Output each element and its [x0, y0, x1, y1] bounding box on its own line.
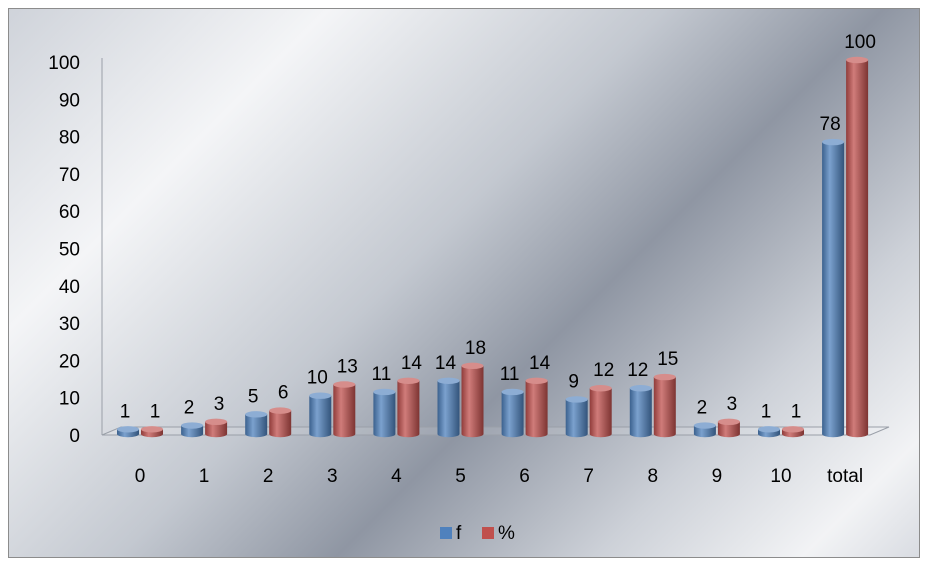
y-tick-label: 0: [69, 426, 80, 447]
bar-f-total: [822, 138, 845, 438]
y-tick-label: 40: [59, 277, 80, 298]
legend-label: f: [456, 523, 462, 544]
legend-swatch: [440, 527, 452, 539]
bar-pct-4: [397, 377, 420, 438]
x-tick-label: 0: [135, 466, 146, 487]
bar-pct-6: [525, 377, 548, 438]
bar-f-5: [437, 377, 460, 438]
x-tick-label: 8: [648, 466, 659, 487]
data-label: 12: [593, 360, 614, 381]
data-label: 13: [337, 357, 358, 378]
bar-f-7: [565, 396, 588, 438]
legend-label: %: [498, 523, 515, 544]
bar-f-8: [629, 385, 652, 438]
chart-area: [8, 8, 920, 558]
y-tick-label: 90: [59, 90, 80, 111]
legend-swatch: [482, 527, 494, 539]
legend-item: f: [440, 523, 462, 544]
data-label: 78: [820, 114, 841, 135]
data-label: 1: [150, 401, 161, 422]
bar-f-0: [117, 426, 139, 438]
bar-f-3: [309, 392, 332, 438]
data-label: 11: [372, 364, 392, 385]
data-label: 10: [307, 368, 328, 389]
bar-pct-total: [846, 56, 869, 438]
x-tick-label: 6: [519, 466, 530, 487]
x-tick-label: 4: [391, 466, 402, 487]
bar-pct-0: [141, 426, 163, 438]
y-tick-label: 100: [48, 53, 80, 74]
data-label: 3: [214, 394, 225, 415]
bar-f-6: [501, 388, 524, 438]
x-tick-label: 2: [263, 466, 274, 487]
bar-pct-8: [653, 373, 676, 438]
data-label: 18: [465, 338, 486, 359]
bar-pct-2: [269, 407, 292, 438]
bar-f-2: [245, 411, 268, 438]
legend-item: %: [482, 523, 515, 544]
data-label: 1: [791, 401, 802, 422]
x-tick-label: 3: [327, 466, 338, 487]
bar-pct-10: [782, 426, 804, 438]
y-tick-labels: 0 10 20 30 40 50 60 70 80 90 100: [48, 53, 80, 447]
data-label: 100: [844, 32, 876, 53]
bar-pct-9: [717, 418, 740, 438]
bar-f-1: [181, 422, 204, 438]
x-tick-label: 10: [770, 466, 791, 487]
data-label: 9: [568, 371, 579, 392]
y-tick-label: 10: [59, 389, 80, 410]
data-label: 14: [401, 353, 423, 374]
y-tick-label: 50: [59, 240, 80, 261]
bar-f-9: [693, 422, 716, 438]
data-label: 14: [529, 353, 551, 374]
y-tick-label: 80: [59, 128, 80, 149]
x-tick-labels: 0 1 2 3 4 5 6 7 8 9 10 total: [135, 466, 863, 487]
bar-pct-5: [461, 362, 484, 438]
data-label: 12: [627, 360, 648, 381]
x-tick-label: 9: [712, 466, 723, 487]
data-label: 14: [435, 353, 457, 374]
bars: [117, 56, 869, 438]
y-tick-label: 30: [59, 314, 80, 335]
y-tick-label: 60: [59, 202, 80, 223]
bar-f-4: [373, 388, 396, 438]
y-tick-label: 70: [59, 165, 80, 186]
x-tick-label: total: [827, 466, 863, 487]
data-label: 1: [120, 401, 131, 422]
bar-pct-7: [589, 385, 612, 438]
data-label: 2: [184, 398, 195, 419]
y-tick-label: 20: [59, 351, 80, 372]
bar-pct-3: [333, 381, 356, 438]
x-tick-label: 5: [455, 466, 466, 487]
data-label: 2: [697, 398, 708, 419]
bar-pct-1: [205, 418, 228, 438]
x-tick-label: 7: [583, 466, 594, 487]
axes: [101, 58, 890, 436]
data-label: 6: [278, 383, 289, 404]
bar-f-10: [758, 426, 781, 438]
x-tick-label: 1: [199, 466, 210, 487]
data-label: 5: [248, 386, 259, 407]
data-label: 3: [727, 394, 738, 415]
data-label: 1: [761, 401, 772, 422]
data-label: 15: [657, 349, 678, 370]
legend: f%: [440, 523, 515, 544]
data-label: 11: [500, 364, 520, 385]
